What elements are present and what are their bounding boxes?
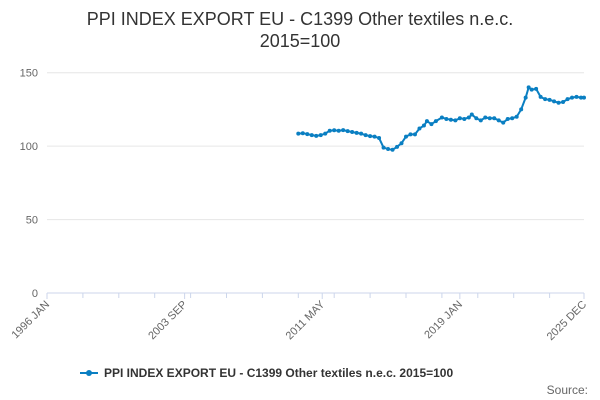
legend-label: PPI INDEX EXPORT EU - C1399 Other textil… xyxy=(104,366,453,380)
data-point[interactable] xyxy=(466,115,471,120)
data-point[interactable] xyxy=(453,118,458,123)
data-point[interactable] xyxy=(377,136,382,141)
x-tick-label: 2019 JAN xyxy=(422,299,465,342)
data-point[interactable] xyxy=(514,114,519,119)
data-point[interactable] xyxy=(579,95,584,100)
data-point[interactable] xyxy=(424,119,429,124)
data-point[interactable] xyxy=(354,130,359,135)
data-point[interactable] xyxy=(345,129,350,134)
y-tick-label: 150 xyxy=(20,68,38,80)
data-point[interactable] xyxy=(543,97,548,102)
data-point[interactable] xyxy=(336,128,341,133)
data-point[interactable] xyxy=(523,95,528,100)
data-point[interactable] xyxy=(408,132,413,137)
data-point[interactable] xyxy=(496,118,501,123)
data-point[interactable] xyxy=(574,94,579,99)
data-point[interactable] xyxy=(314,133,319,138)
data-point[interactable] xyxy=(395,144,400,149)
data-point[interactable] xyxy=(309,133,314,138)
x-tick-label: 1996 JAN xyxy=(9,299,52,342)
data-point[interactable] xyxy=(444,116,449,121)
data-point[interactable] xyxy=(323,131,328,136)
data-point[interactable] xyxy=(296,131,301,136)
data-point[interactable] xyxy=(318,133,323,138)
x-tick-label: 2011 MAY xyxy=(284,298,328,342)
data-point[interactable] xyxy=(478,118,483,123)
y-tick-label: 100 xyxy=(20,141,38,153)
x-tick-label: 2003 SEP xyxy=(146,299,190,343)
data-point[interactable] xyxy=(534,86,539,91)
data-point[interactable] xyxy=(510,116,515,121)
x-tick-labels: 1996 JAN 2003 SEP 2011 MAY 2019 JAN 2025 DEC xyxy=(9,298,589,343)
legend[interactable]: PPI INDEX EXPORT EU - C1399 Other textil… xyxy=(80,366,453,380)
data-point[interactable] xyxy=(404,134,408,139)
data-point[interactable] xyxy=(332,128,337,133)
data-point[interactable] xyxy=(529,87,534,92)
chart-title-line2: 2015=100 xyxy=(260,31,341,51)
y-tick-labels: 0 50 100 150 xyxy=(20,68,38,300)
data-point[interactable] xyxy=(457,116,462,121)
data-point[interactable] xyxy=(462,116,467,121)
data-point[interactable] xyxy=(412,132,417,137)
data-point[interactable] xyxy=(582,95,586,100)
data-point[interactable] xyxy=(417,126,422,131)
data-point[interactable] xyxy=(350,130,355,135)
data-point[interactable] xyxy=(433,119,438,124)
y-tick-label: 50 xyxy=(26,215,38,227)
data-point[interactable] xyxy=(439,115,444,120)
legend-marker-icon xyxy=(86,370,92,376)
data-point[interactable] xyxy=(341,128,346,133)
y-tick-label: 0 xyxy=(32,288,38,300)
data-point[interactable] xyxy=(547,97,552,102)
data-point[interactable] xyxy=(501,120,506,125)
data-point[interactable] xyxy=(474,116,479,121)
data-point[interactable] xyxy=(327,128,332,133)
data-point[interactable] xyxy=(469,112,474,117)
source-label: Source: xyxy=(547,383,588,397)
data-point[interactable] xyxy=(552,99,557,104)
data-point[interactable] xyxy=(565,97,570,102)
axis-layer xyxy=(46,292,585,299)
data-point[interactable] xyxy=(368,134,373,139)
data-point[interactable] xyxy=(570,95,575,100)
data-point[interactable] xyxy=(386,147,391,152)
data-point[interactable] xyxy=(487,116,492,121)
data-point[interactable] xyxy=(359,131,364,136)
data-point[interactable] xyxy=(561,100,566,105)
data-point[interactable] xyxy=(390,147,395,152)
grid-layer xyxy=(47,72,584,294)
data-point[interactable] xyxy=(483,115,488,120)
data-point[interactable] xyxy=(300,131,305,136)
x-tick-label: 2025 DEC xyxy=(545,299,589,343)
data-point[interactable] xyxy=(372,134,377,139)
data-point[interactable] xyxy=(448,117,453,122)
data-point[interactable] xyxy=(492,116,497,121)
data-point[interactable] xyxy=(538,94,543,99)
data-point[interactable] xyxy=(556,100,561,105)
data-point[interactable] xyxy=(399,141,404,146)
data-point[interactable] xyxy=(363,133,368,138)
data-point[interactable] xyxy=(429,122,434,127)
series-layer xyxy=(296,85,586,152)
data-point[interactable] xyxy=(505,116,510,121)
data-point[interactable] xyxy=(381,145,386,150)
data-point[interactable] xyxy=(519,107,524,112)
data-point[interactable] xyxy=(421,123,426,128)
chart-title-line1: PPI INDEX EXPORT EU - C1399 Other textil… xyxy=(87,9,514,29)
data-point[interactable] xyxy=(305,132,310,137)
data-point[interactable] xyxy=(526,85,531,90)
